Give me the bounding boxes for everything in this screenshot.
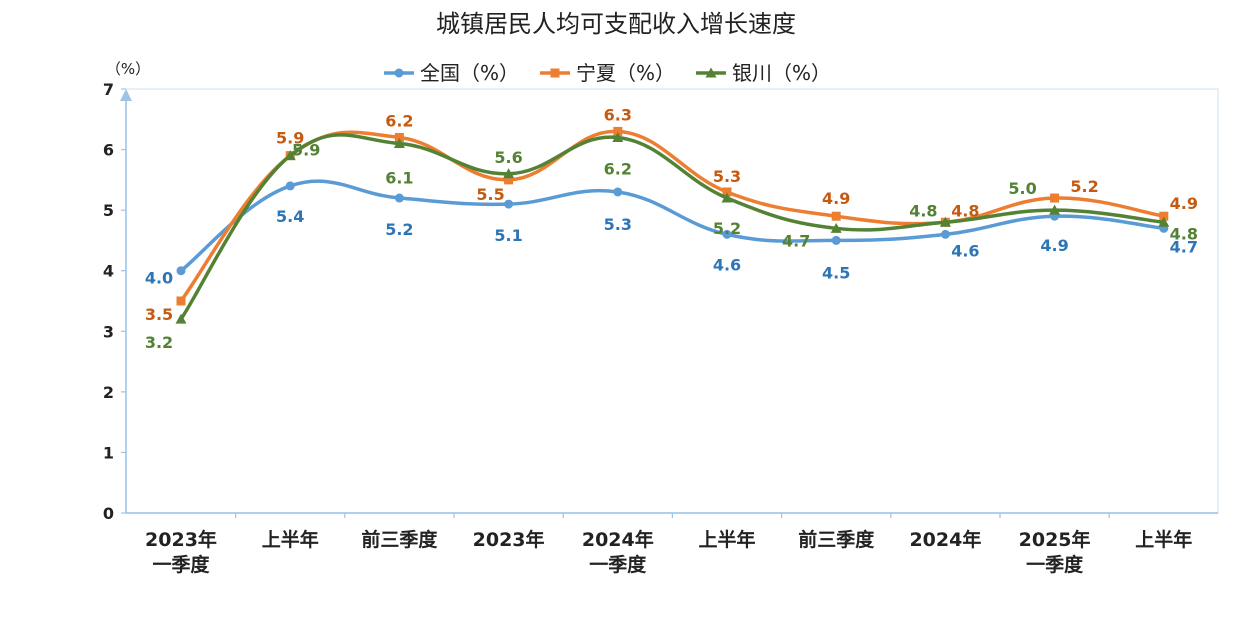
data-label-ningxia: 4.9 [822,189,850,208]
y-tick-label: 6 [103,141,114,160]
data-label-national: 4.0 [145,269,173,288]
data-point-marker [394,193,404,203]
data-label-national: 4.9 [1040,236,1068,255]
x-tick-label: 前三季度 [361,528,438,551]
x-tick-label: 2024年 [582,528,654,551]
series-line [179,129,1166,303]
data-label-yinchuan: 6.1 [385,169,413,188]
legend-label: 银川（%） [732,61,831,85]
legend-item-ningxia: 宁夏（%） [540,61,675,85]
data-point-marker [284,150,296,161]
data-label-ningxia: 4.9 [1170,194,1198,213]
data-label-ningxia: 5.3 [713,167,741,186]
data-label-ningxia: 5.9 [276,129,304,148]
series-line [179,179,1166,273]
data-label-national: 4.6 [713,255,741,274]
data-label-yinchuan: 6.2 [604,159,632,178]
series-yinchuan [175,131,1170,324]
legend-label: 宁夏（%） [576,61,675,85]
legend-marker [705,67,717,78]
x-tick-label: 上半年 [698,528,755,551]
data-point-marker [394,132,404,142]
data-label-ningxia: 6.3 [604,105,632,124]
series-ningxia [176,126,1169,306]
legend-label: 全国（%） [420,61,519,85]
data-label-national: 5.1 [494,226,522,245]
x-tick-label: 2023年 [145,528,217,551]
data-label-national: 4.5 [822,263,850,282]
x-tick-label: 一季度 [152,553,210,576]
chart-title: 城镇居民人均可支配收入增长速度 [436,10,796,38]
data-point-marker [1050,193,1060,203]
data-label-yinchuan: 4.8 [909,201,937,220]
data-point-marker [1159,211,1169,221]
y-tick-label: 5 [103,201,114,220]
data-point-marker [721,192,733,203]
data-point-marker [393,138,405,149]
data-label-ningxia: 3.5 [145,305,173,324]
data-point-marker [613,126,623,136]
y-tick-label: 7 [103,80,114,99]
y-tick-label: 3 [103,322,114,341]
data-point-marker [830,222,842,233]
data-point-marker [1158,216,1170,227]
data-point-marker [612,131,624,142]
chart-legend: 全国（%） 宁夏（%） 银川（%） [384,61,831,85]
chart-axes: 012345672023年一季度上半年 前三季度 2023年 2024年一季度上半年前… [103,80,1218,576]
data-label-ningxia: 6.2 [385,111,413,130]
data-label-yinchuan: 3.2 [145,333,173,352]
x-tick-label: 2025年 [1019,528,1091,551]
data-point-marker [504,199,514,209]
data-label-national: 5.2 [385,220,413,239]
data-point-marker [831,211,841,221]
legend-marker [394,68,404,78]
data-label-yinchuan: 5.6 [494,148,522,167]
x-tick-label: 一季度 [589,553,647,576]
y-tick-label: 4 [103,262,114,281]
series-layer [175,126,1170,324]
y-axis-unit-label: （%） [106,60,150,78]
data-labels-layer: 4.0 5.4 5.2 5.1 5.3 4.6 4.5 4.6 4.9 4.7 3.5 5.9 6.2 5… [145,105,1198,352]
data-label-ningxia: 4.8 [951,201,979,220]
x-tick-label: 2023年 [473,528,545,551]
y-tick-label: 2 [103,383,114,402]
y-tick-label: 1 [103,443,114,462]
data-label-national: 5.4 [276,207,304,226]
data-label-yinchuan: 4.8 [1170,224,1198,243]
data-point-marker [175,313,187,324]
x-tick-label: 一季度 [1026,553,1084,576]
data-point-marker [940,229,950,239]
data-point-marker [176,266,186,276]
x-tick-label: 2024年 [909,528,981,551]
data-point-marker [613,187,623,197]
y-axis-arrow [120,89,132,101]
data-point-marker [722,229,732,239]
data-label-yinchuan: 5.0 [1008,179,1036,198]
data-label-yinchuan: 4.7 [782,231,810,250]
data-label-yinchuan: 5.9 [292,141,320,160]
legend-item-national: 全国（%） [384,61,519,85]
data-point-marker [503,168,515,179]
data-point-marker [1049,204,1061,215]
data-label-national: 4.7 [1170,237,1198,256]
data-point-marker [504,175,514,185]
legend-item-yinchuan: 银川（%） [696,61,831,85]
x-tick-label: 上半年 [262,528,319,551]
data-point-marker [176,296,186,306]
legend-marker [550,68,560,78]
data-label-yinchuan: 5.2 [713,219,741,238]
data-label-national: 4.6 [951,241,979,260]
data-label-ningxia: 5.2 [1070,177,1098,196]
data-point-marker [285,181,295,191]
x-tick-label: 上半年 [1135,528,1192,551]
data-point-marker [831,235,841,245]
x-tick-label: 前三季度 [798,528,875,551]
data-point-marker [939,216,951,227]
y-tick-label: 0 [103,504,114,523]
data-label-national: 5.3 [604,215,632,234]
series-line [179,133,1166,321]
data-label-ningxia: 5.5 [476,185,504,204]
data-point-marker [722,187,732,197]
